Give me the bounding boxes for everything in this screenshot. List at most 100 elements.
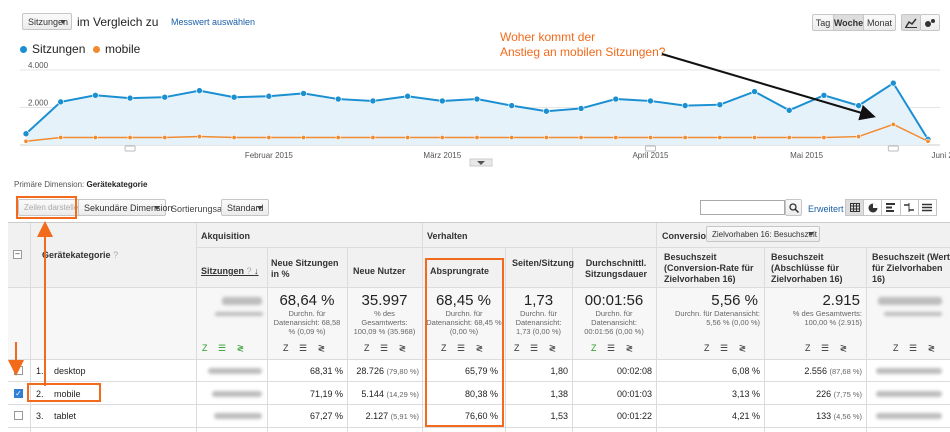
header-bounce-rate[interactable]: Absprungrate — [430, 266, 490, 276]
dimension-header[interactable]: Gerätekategorie ? — [42, 250, 118, 261]
bar-view-icon[interactable] — [882, 200, 901, 215]
column-tools[interactable]: Z ☰ ≷ — [893, 343, 939, 354]
advanced-filter-link[interactable]: Erweitert — [808, 204, 844, 214]
column-tools[interactable]: Z ☰ ≷ — [202, 343, 248, 354]
column-tools[interactable]: Z ☰ ≷ — [514, 343, 560, 354]
period-day-button[interactable]: Tag — [812, 14, 834, 31]
column-tools[interactable]: Z ☰ ≷ — [704, 343, 750, 354]
search-button[interactable] — [785, 199, 802, 216]
metric-select[interactable]: Sitzungen — [22, 13, 72, 30]
period-month-button[interactable]: Monat — [863, 14, 896, 31]
total-new-users-sub: % des Gesamtwerts: 100,09 % (35.968) — [353, 309, 416, 336]
data-point-mobile — [821, 135, 827, 141]
row-checkbox-checked[interactable]: ✓ — [14, 389, 23, 398]
header-new-users[interactable]: Neue Nutzer — [353, 266, 406, 276]
row-divider — [8, 427, 950, 428]
data-point-mobile — [647, 135, 653, 141]
sort-select[interactable]: Standard — [221, 199, 269, 216]
row-dimension-link[interactable]: mobile — [54, 389, 81, 399]
pie-view-icon[interactable] — [864, 200, 883, 215]
column-tools[interactable]: Z ☰ ≷ — [364, 343, 410, 354]
table-view-icon[interactable] — [846, 200, 865, 215]
data-point-mobile — [578, 135, 584, 141]
data-point-sitzungen — [57, 98, 64, 106]
cell-new-users: 28.726 (79,80 %) — [348, 366, 419, 376]
data-point-mobile — [196, 134, 202, 140]
total-goal-completions: 2.915 — [822, 292, 860, 309]
period-week-label: Woche — [833, 17, 864, 28]
cell-goal-conv-rate: 4,21 % — [731, 411, 760, 421]
data-table — [8, 222, 950, 432]
chevron-down-icon — [154, 205, 160, 210]
goals-value: 2.556 — [804, 366, 827, 376]
data-point-sitzungen — [265, 92, 273, 100]
column-tools[interactable]: Z ☰ ≷ — [805, 343, 851, 354]
compare-view-icon[interactable] — [901, 200, 919, 215]
column-tools[interactable]: Z ☰ ≷ — [441, 343, 487, 354]
new-users-value: 28.726 — [356, 366, 384, 376]
data-point-sitzungen — [577, 105, 585, 112]
sort-tools-icon: Z ☰ ≷ — [283, 343, 330, 353]
session-line-chart: 4.000 2.000 Februar 2015 März 2015 April 201… — [20, 61, 950, 167]
data-point-mobile — [335, 135, 341, 141]
header-goal-conv-rate[interactable]: Besuchszeit (Conversion-Rate für Zielvor… — [664, 252, 754, 284]
sort-select-label: Standard — [227, 202, 264, 213]
period-month-label: Monat — [867, 17, 893, 28]
header-goal-value[interactable]: Besuchszeit (Wert für Zielvorhaben 16) — [872, 252, 950, 284]
row-divider — [8, 404, 950, 405]
col-divider — [347, 248, 348, 432]
header-avg-duration[interactable]: Durchschnittl. Sitzungsdauer — [584, 258, 647, 279]
select-metric-link[interactable]: Messwert auswählen — [171, 17, 256, 27]
sessions-value-blurred — [212, 391, 262, 397]
dimension-header-label: Gerätekategorie — [42, 250, 111, 260]
goals-pct: (4,56 %) — [833, 412, 862, 421]
row-number: 3. — [36, 411, 44, 421]
help-icon: ? — [113, 250, 119, 260]
row-dimension-link[interactable]: tablet — [54, 411, 77, 421]
cell-goal-completions: 2.556 (87,68 %) — [765, 366, 862, 376]
row-divider — [196, 247, 950, 248]
legend-sitzungen[interactable]: Sitzungen — [20, 42, 85, 56]
data-point-sitzungen — [681, 102, 689, 109]
goal-select[interactable]: Zielvorhaben 16: Besuchszeit — [706, 226, 820, 242]
col-divider — [267, 248, 268, 432]
annotation-marker — [124, 145, 136, 152]
sort-label: Sortierungsart: — [171, 204, 231, 214]
total-goal-conv-rate: 5,56 % — [711, 292, 758, 309]
period-week-button[interactable]: Woche — [833, 14, 864, 31]
total-avg-duration: 00:01:56 — [584, 292, 644, 309]
row-checkbox[interactable] — [14, 411, 23, 420]
goals-value: 226 — [816, 389, 832, 399]
pivot-view-icon[interactable] — [919, 200, 936, 215]
cell-new-sessions: 67,27 % — [309, 411, 343, 421]
row-checkbox[interactable] — [14, 366, 23, 375]
column-tools[interactable]: Z ☰ ≷ — [591, 343, 637, 354]
table-search-input[interactable] — [700, 200, 785, 215]
header-goal-completions[interactable]: Besuchszeit (Abschlüsse für Zielvorhaben… — [771, 252, 843, 284]
row-dimension-link[interactable]: desktop — [54, 366, 86, 376]
new-users-pct: (79,80 %) — [386, 367, 419, 376]
header-pages-session[interactable]: Seiten/Sitzung — [512, 258, 575, 268]
secondary-dimension-select[interactable]: Sekundäre Dimension — [78, 199, 173, 216]
header-new-sessions[interactable]: Neue Sitzungen in % — [271, 258, 339, 279]
sessions-value-blurred — [208, 368, 262, 374]
data-point-mobile — [92, 135, 98, 141]
total-new-sessions: 68,64 % — [279, 292, 335, 309]
select-all-checkbox[interactable]: – — [13, 250, 22, 259]
y-tick-label: 2.000 — [28, 99, 49, 108]
legend-mobile[interactable]: mobile — [93, 42, 140, 56]
line-chart-toggle[interactable] — [901, 14, 921, 31]
data-point-sitzungen — [820, 92, 828, 99]
sort-tools-icon: Z ☰ ≷ — [893, 343, 940, 353]
data-point-sitzungen — [22, 130, 30, 138]
data-point-mobile — [890, 121, 896, 127]
header-sessions[interactable]: Sitzungen ? ↓ — [201, 266, 259, 277]
column-tools[interactable]: Z ☰ ≷ — [283, 343, 329, 354]
data-point-mobile — [613, 135, 619, 141]
data-point-mobile — [856, 134, 862, 140]
sort-tools-icon: Z ☰ ≷ — [441, 343, 488, 353]
motion-chart-toggle[interactable] — [920, 14, 940, 31]
data-point-sitzungen — [716, 101, 724, 108]
sort-help-icon: ? — [246, 266, 255, 276]
search-icon — [788, 202, 799, 213]
